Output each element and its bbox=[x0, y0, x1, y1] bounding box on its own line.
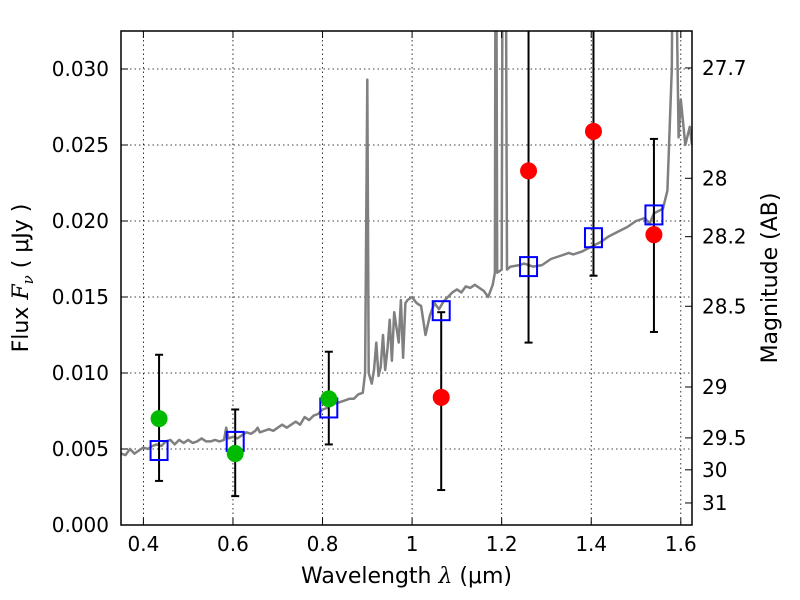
right-tick-label: 29 bbox=[702, 375, 727, 399]
y-tick-label: 0.005 bbox=[52, 437, 109, 461]
axis-ticks: 0.4 0.6 0.8 1 1.2 1.4 1.6 0.000 0.005 0.010 0.015 0… bbox=[52, 31, 747, 556]
right-tick-label: 29.5 bbox=[702, 426, 747, 450]
right-axis-label: Magnitude (AB) bbox=[758, 193, 783, 364]
right-tick-label: 30 bbox=[702, 458, 727, 482]
y-tick-label: 0.030 bbox=[52, 57, 109, 81]
right-tick-label: 27.7 bbox=[702, 56, 747, 80]
right-tick-label: 28.5 bbox=[702, 294, 747, 318]
x-tick-label: 0.4 bbox=[127, 532, 159, 556]
right-tick-label: 31 bbox=[702, 491, 727, 515]
y-tick-label: 0.015 bbox=[52, 285, 109, 309]
model-photometry-square bbox=[519, 256, 539, 278]
model-spectrum-line bbox=[121, 31, 692, 457]
y-axis-label: Flux Fν ( μJy ) bbox=[9, 204, 37, 353]
y-tick-label: 0.010 bbox=[52, 361, 109, 385]
detection-point bbox=[226, 445, 244, 463]
right-tick-label: 28 bbox=[702, 166, 727, 190]
non-detection-point bbox=[584, 122, 602, 140]
non-detection-point bbox=[645, 226, 663, 244]
plot-area bbox=[121, 31, 692, 498]
model-photometry-square bbox=[149, 440, 169, 462]
y-tick-label: 0.020 bbox=[52, 209, 109, 233]
x-tick-label: 1.4 bbox=[575, 532, 607, 556]
plot-frame bbox=[120, 30, 693, 526]
y-tick-label: 0.000 bbox=[52, 513, 109, 537]
x-tick-label: 1.2 bbox=[486, 532, 518, 556]
x-tick-label: 1.6 bbox=[665, 532, 697, 556]
detection-point bbox=[320, 390, 338, 408]
model-photometry-square bbox=[644, 204, 664, 226]
x-tick-label: 0.8 bbox=[307, 532, 339, 556]
non-detection-point bbox=[432, 388, 450, 406]
detection-point bbox=[150, 410, 168, 428]
right-tick-label: 28.2 bbox=[702, 225, 747, 249]
model-photometry-square bbox=[583, 227, 603, 249]
x-tick-label: 1 bbox=[406, 532, 419, 556]
y-tick-label: 0.025 bbox=[52, 133, 109, 157]
non-detection-point bbox=[520, 162, 538, 180]
x-tick-label: 0.6 bbox=[217, 532, 249, 556]
grid bbox=[121, 31, 692, 526]
x-axis-label: Wavelength λ (μm) bbox=[301, 564, 512, 589]
model-photometry-square bbox=[431, 300, 451, 322]
